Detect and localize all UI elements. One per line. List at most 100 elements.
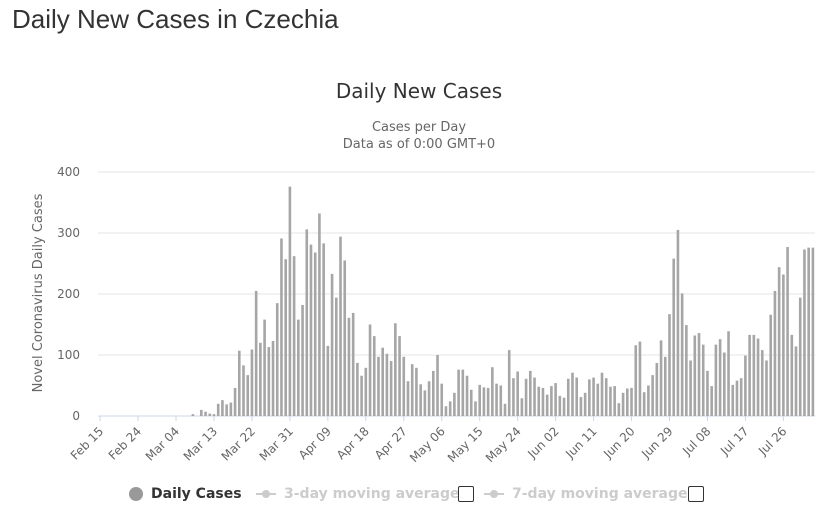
bar[interactable] [221, 400, 224, 416]
bar[interactable] [465, 375, 469, 416]
bar[interactable] [579, 397, 583, 416]
bar[interactable] [284, 259, 287, 416]
bar[interactable] [495, 383, 498, 416]
bar[interactable] [760, 350, 764, 416]
bar[interactable] [731, 384, 735, 416]
bar[interactable] [575, 377, 579, 416]
bar[interactable] [659, 340, 663, 416]
bar[interactable] [377, 356, 380, 416]
bar[interactable] [250, 349, 254, 416]
bar[interactable] [318, 213, 321, 416]
bar[interactable] [474, 401, 477, 416]
bar[interactable] [305, 229, 309, 416]
bar[interactable] [807, 247, 810, 416]
bar[interactable] [571, 372, 574, 416]
bar[interactable] [693, 335, 697, 416]
bar[interactable] [364, 367, 368, 416]
bar[interactable] [419, 384, 422, 416]
bar[interactable] [225, 404, 228, 416]
bar[interactable] [229, 402, 233, 416]
bar[interactable] [208, 413, 212, 416]
bar[interactable] [647, 385, 650, 417]
bar[interactable] [326, 345, 330, 416]
bar[interactable] [735, 380, 739, 416]
bar[interactable] [803, 249, 806, 416]
bar[interactable] [752, 334, 756, 416]
bar[interactable] [356, 362, 359, 416]
legend-item-daily-cases[interactable]: Daily Cases [129, 486, 242, 502]
bar[interactable] [777, 267, 781, 416]
bar[interactable] [727, 331, 730, 416]
bar[interactable] [233, 387, 237, 416]
bar[interactable] [794, 346, 798, 416]
bar[interactable] [200, 409, 203, 416]
bar[interactable] [402, 356, 406, 416]
bar[interactable] [212, 414, 216, 416]
legend-item-7-day-average[interactable]: 7-day moving average [484, 486, 688, 502]
bar[interactable] [322, 243, 325, 416]
bar[interactable] [204, 411, 207, 416]
bar[interactable] [668, 314, 671, 416]
bar[interactable] [701, 344, 705, 416]
bar[interactable] [642, 392, 646, 416]
bar[interactable] [592, 377, 595, 416]
bar[interactable] [613, 386, 616, 416]
bar[interactable] [482, 387, 486, 416]
bar[interactable] [381, 347, 384, 416]
bar[interactable] [723, 352, 726, 416]
bar[interactable] [537, 386, 541, 416]
bar[interactable] [297, 319, 300, 416]
bar[interactable] [351, 312, 355, 416]
bar[interactable] [600, 372, 604, 416]
bar[interactable] [457, 369, 460, 416]
bar[interactable] [432, 370, 435, 416]
bar[interactable] [558, 395, 562, 416]
bar[interactable] [744, 355, 747, 416]
bar[interactable] [292, 256, 296, 416]
bar[interactable] [562, 397, 566, 416]
bar[interactable] [242, 365, 245, 416]
bar[interactable] [406, 381, 410, 416]
bar[interactable] [748, 334, 751, 416]
bar[interactable] [478, 384, 481, 416]
bar[interactable] [566, 378, 570, 416]
bar[interactable] [689, 360, 692, 416]
bar[interactable] [718, 339, 722, 416]
bar[interactable] [630, 387, 633, 416]
bar[interactable] [461, 369, 465, 416]
bar[interactable] [491, 367, 494, 416]
bar[interactable] [714, 344, 718, 416]
bar[interactable] [444, 406, 448, 416]
bar[interactable] [313, 252, 317, 416]
bar[interactable] [765, 360, 768, 416]
bar[interactable] [697, 333, 701, 416]
bar[interactable] [360, 375, 363, 416]
bar[interactable] [415, 367, 418, 416]
bar[interactable] [685, 325, 688, 416]
bar[interactable] [545, 394, 549, 416]
bar[interactable] [638, 341, 642, 416]
bar[interactable] [798, 297, 802, 416]
bar[interactable] [680, 293, 684, 416]
bar[interactable] [773, 290, 777, 416]
bar[interactable] [280, 238, 283, 416]
bar[interactable] [529, 370, 532, 416]
bar[interactable] [533, 377, 536, 416]
bar[interactable] [520, 398, 524, 416]
bar[interactable] [554, 383, 557, 416]
bar[interactable] [385, 353, 389, 416]
bar[interactable] [516, 371, 519, 416]
bar[interactable] [246, 375, 250, 416]
bar[interactable] [191, 414, 195, 416]
bar[interactable] [790, 334, 794, 416]
bar[interactable] [524, 378, 528, 416]
bar[interactable] [786, 247, 789, 416]
bar[interactable] [288, 186, 292, 416]
bar[interactable] [621, 392, 625, 416]
bar[interactable] [609, 386, 612, 416]
bar[interactable] [550, 386, 553, 416]
bar[interactable] [423, 390, 427, 416]
bar[interactable] [436, 355, 439, 416]
bar[interactable] [617, 403, 621, 416]
bar[interactable] [271, 340, 275, 416]
